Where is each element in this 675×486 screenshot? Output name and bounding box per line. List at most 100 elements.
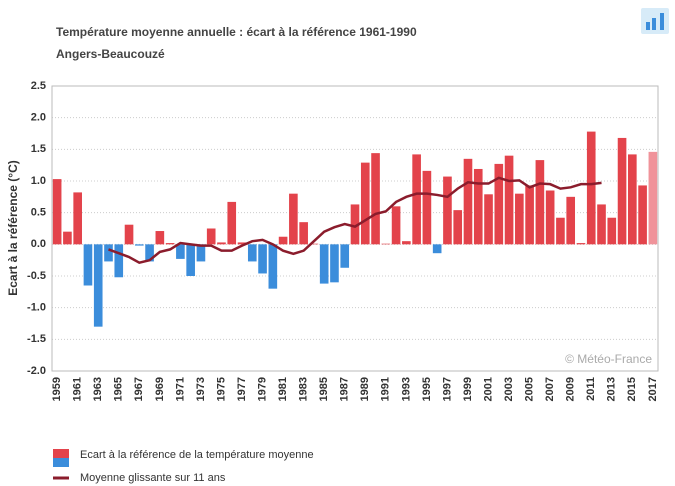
y-tick-label: 2.5 <box>31 80 46 92</box>
bar <box>360 162 370 245</box>
bar <box>566 196 576 245</box>
watermark: © Météo-France <box>565 352 652 366</box>
bar <box>463 158 473 245</box>
icon-bar[interactable] <box>646 22 650 30</box>
legend-swatch <box>53 449 69 458</box>
x-tick-label: 2001 <box>482 377 494 401</box>
x-tick-label: 1973 <box>195 377 207 401</box>
y-tick-label: 2.0 <box>31 112 46 124</box>
bar <box>535 160 545 245</box>
x-tick-label: 1981 <box>277 377 289 401</box>
x-tick-label: 2003 <box>503 377 515 401</box>
legend-label: Moyenne glissante sur 11 ans <box>80 472 226 484</box>
legend-label: Ecart à la référence de la température m… <box>80 449 314 461</box>
bar <box>443 176 452 245</box>
y-tick-label: 0.5 <box>31 207 46 219</box>
y-axis-label: Ecart à la référence (°C) <box>6 160 20 296</box>
bar <box>196 244 206 262</box>
bar <box>494 163 504 245</box>
y-tick-label: -1.0 <box>27 302 46 314</box>
bar <box>432 244 442 254</box>
x-tick-label: 1965 <box>113 377 125 401</box>
bar <box>391 206 401 245</box>
bar <box>340 244 350 268</box>
x-tick-label: 1979 <box>256 377 268 401</box>
bar <box>237 242 247 245</box>
x-tick-label: 1997 <box>441 377 453 401</box>
bar <box>473 168 483 245</box>
bar <box>576 243 586 245</box>
bar <box>104 244 113 262</box>
bar <box>217 242 226 245</box>
x-tick-label: 1999 <box>462 377 474 401</box>
x-tick-label: 2009 <box>565 377 577 401</box>
bar <box>586 131 596 245</box>
bar <box>83 244 93 286</box>
y-tick-label: 0.0 <box>31 238 46 250</box>
x-tick-label: 1969 <box>154 377 166 401</box>
bar <box>350 204 360 245</box>
bar <box>484 194 493 245</box>
bar <box>206 228 216 245</box>
bar <box>258 244 267 274</box>
x-tick-label: 1975 <box>215 377 227 401</box>
bar <box>381 243 391 245</box>
bar <box>371 153 380 245</box>
x-tick-label: 2011 <box>585 377 597 401</box>
x-tick-label: 2017 <box>647 377 659 401</box>
icon-bar[interactable] <box>660 13 664 30</box>
x-tick-label: 1985 <box>318 377 330 401</box>
bar <box>402 241 411 245</box>
x-tick-label: 1995 <box>421 377 433 401</box>
moving-average-line <box>108 176 602 265</box>
x-tick-label: 1993 <box>400 377 412 401</box>
y-tick-label: -2.0 <box>27 365 46 377</box>
bar <box>309 243 319 245</box>
bar <box>412 154 421 245</box>
bar <box>556 217 565 245</box>
bar <box>607 217 617 245</box>
bar <box>186 244 195 276</box>
bar <box>176 244 185 259</box>
bar <box>648 151 658 245</box>
x-tick-label: 1967 <box>133 377 145 401</box>
bar <box>545 190 555 245</box>
chart-title: Température moyenne annuelle : écart à l… <box>56 25 417 39</box>
y-tick-label: 1.5 <box>31 143 46 155</box>
bar <box>515 193 524 245</box>
bar <box>124 224 134 245</box>
bar <box>155 231 165 245</box>
bar <box>268 244 278 289</box>
bar <box>165 243 175 245</box>
bar <box>504 155 514 245</box>
bar <box>319 244 329 284</box>
x-tick-label: 1959 <box>51 377 63 401</box>
bar <box>247 244 257 262</box>
y-tick-label: -1.5 <box>27 333 46 345</box>
bar <box>134 244 144 246</box>
icon-bar[interactable] <box>652 18 656 30</box>
bar <box>628 154 637 245</box>
bar <box>597 204 606 245</box>
bar <box>278 236 288 245</box>
bar <box>638 185 647 245</box>
legend-swatch <box>53 458 69 467</box>
x-tick-label: 2007 <box>544 377 556 401</box>
x-tick-label: 2013 <box>606 377 618 401</box>
bar <box>114 244 124 278</box>
x-tick-label: 1971 <box>174 377 186 401</box>
bar <box>422 170 432 245</box>
x-tick-label: 1963 <box>92 377 104 401</box>
icon[interactable] <box>641 8 669 34</box>
x-tick-label: 2005 <box>524 377 536 401</box>
bar <box>145 244 154 262</box>
x-tick-label: 2015 <box>626 377 638 401</box>
y-tick-label: -0.5 <box>27 270 46 282</box>
bar <box>227 201 237 245</box>
bar <box>73 192 82 245</box>
x-tick-label: 1977 <box>236 377 248 401</box>
x-tick-label: 1989 <box>359 377 371 401</box>
bar <box>330 244 339 283</box>
bar <box>63 231 72 245</box>
